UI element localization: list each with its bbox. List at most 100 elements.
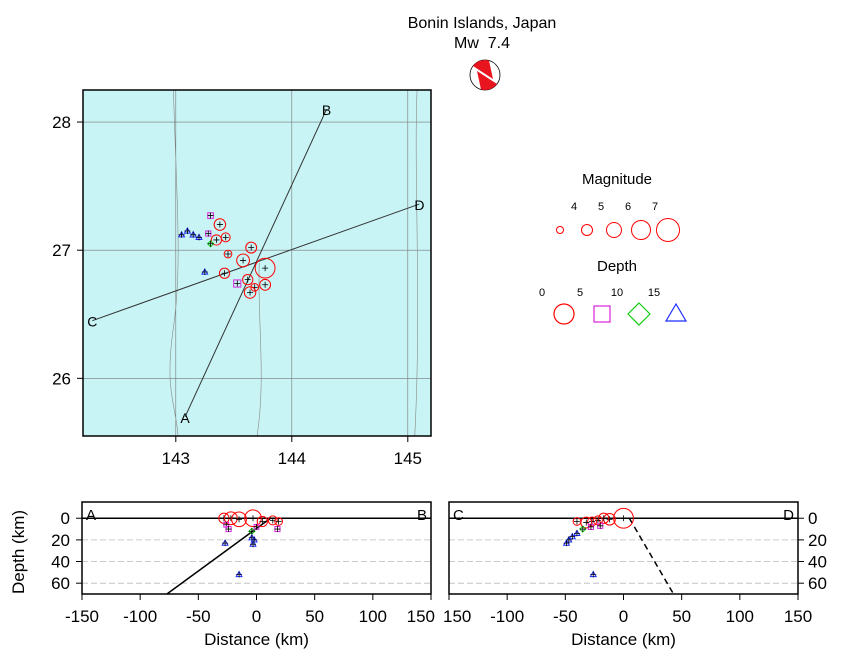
section-event-marker-cross (587, 523, 594, 530)
section-x-tick-label: 100 (359, 607, 387, 626)
map-event-marker-cross (234, 280, 241, 287)
section-event-marker (587, 516, 598, 527)
section-event-marker-cross (220, 515, 227, 522)
legend-depth-value: 0 (539, 287, 545, 299)
section-y-tick-label: 60 (51, 574, 70, 593)
section-event-marker-cross (573, 530, 580, 537)
map-event-marker-cross (184, 227, 191, 234)
section-event-marker-cross (225, 526, 232, 533)
map-event-marker-cross (248, 244, 255, 251)
map-event-marker (210, 234, 223, 246)
section-event-marker (274, 517, 283, 526)
map-event-marker-cross (213, 236, 220, 243)
legend-depth-triangle (664, 302, 688, 322)
map-event-marker-cross (262, 281, 269, 288)
legend-magnitude-value: 4 (571, 201, 577, 213)
section-event-marker-cross (597, 522, 604, 529)
section-y-tick-label: 0 (61, 509, 70, 528)
section-event-marker-cross (275, 518, 282, 525)
epicenter-map: 143 144 145 26 27 28 A B C D (52, 89, 432, 468)
section-x-tick-label: -50 (553, 607, 578, 626)
section-end-label: B (417, 507, 427, 524)
map-event-marker-cross (262, 265, 269, 272)
section-y-tick-label: 40 (51, 553, 70, 572)
map-x-tick-label: 144 (278, 449, 306, 468)
section-x-tick-label: -100 (490, 607, 524, 626)
section-event-marker (256, 515, 268, 528)
legend-depth-value: 15 (648, 287, 660, 299)
profile-label-b: B (322, 102, 331, 118)
section-event-marker-cross (222, 540, 229, 547)
section-event-marker-cross (250, 541, 257, 548)
section-event-marker-cross (573, 518, 580, 525)
map-event-marker-cross (221, 270, 228, 277)
section-event-marker-cross (594, 517, 601, 524)
section-x-axis-title: Distance (km) (571, 630, 676, 649)
map-event-marker (233, 279, 242, 288)
legend-depth-square (593, 305, 611, 323)
map-event-marker-cross (207, 240, 214, 247)
map-event-marker-cross (244, 276, 251, 283)
section-event-marker-cross (236, 571, 243, 578)
map-x-tick-label: 143 (162, 449, 190, 468)
section-event-marker-cross (563, 540, 570, 547)
legend-depth-diamond (627, 302, 651, 326)
map-event-marker-cross (205, 230, 212, 237)
section-fault-line (628, 517, 675, 595)
section-event-marker-cross (579, 526, 586, 533)
legend-magnitude-title: Magnitude (582, 171, 652, 188)
section-y-tick-label: 20 (51, 531, 70, 550)
section-x-tick-label: 150 (443, 607, 471, 626)
map-event-marker (245, 241, 258, 254)
legend-magnitude-value: 7 (652, 201, 658, 213)
map-frame (82, 89, 432, 437)
section-event-marker-cross (227, 515, 234, 522)
map-event-marker (243, 286, 257, 299)
map-event-marker (254, 257, 276, 279)
focal-mechanism-beachball-icon (469, 59, 501, 91)
beachball-quadrant-2 (477, 71, 497, 91)
map-y-tick-label: 27 (52, 241, 71, 260)
legend-magnitude-circle (581, 224, 593, 236)
section-x-tick-label: -100 (123, 607, 157, 626)
legend-magnitude-circle (631, 220, 651, 240)
legend-depth-value: 5 (577, 287, 583, 299)
section-x-tick-label: 100 (726, 607, 754, 626)
section-start-label: C (453, 507, 464, 524)
section-event-marker-cross (606, 516, 613, 523)
map-event-marker-cross (178, 231, 185, 238)
map-event-marker (223, 249, 233, 259)
profile-label-a: A (180, 410, 190, 426)
map-x-tick-label: 145 (394, 449, 422, 468)
section-event-marker-cross (620, 515, 627, 522)
map-event-marker-cross (240, 257, 247, 264)
section-event-marker-cross (251, 536, 258, 543)
map-event-marker-cross (201, 268, 208, 275)
legend-magnitude-circle (606, 222, 622, 238)
cross-section-cd: C D 150 -100 -50 0 50 100 150 Distance (km) 0 20 40 6… (443, 501, 827, 649)
map-event-marker-cross (190, 231, 197, 238)
profile-line-cd (92, 203, 420, 322)
section-x-axis-title: Distance (km) (204, 630, 309, 649)
section-event-marker-cross (236, 516, 243, 523)
section-event-marker (224, 511, 238, 526)
map-event-marker-cross (225, 251, 231, 258)
legend-depth-title: Depth (597, 258, 637, 275)
section-start-label: A (86, 507, 96, 524)
section-y-tick-label: 0 (808, 509, 817, 528)
section-y-tick-label: 20 (808, 531, 827, 550)
legend-magnitude-value: 5 (598, 201, 604, 213)
section-event-marker-cross (250, 515, 257, 522)
section-event-marker-cross (259, 518, 266, 525)
section-x-tick-label: 50 (305, 607, 324, 626)
section-event-marker (598, 512, 610, 524)
map-event-marker (236, 253, 250, 268)
legend-magnitude-circle (556, 226, 564, 234)
section-event-marker-cross (590, 571, 597, 578)
map-event-marker (259, 278, 272, 291)
section-event-marker (244, 509, 262, 528)
map-event-marker (250, 283, 260, 292)
section-x-tick-label: 150 (784, 607, 812, 626)
section-event-marker-cross (569, 533, 576, 540)
